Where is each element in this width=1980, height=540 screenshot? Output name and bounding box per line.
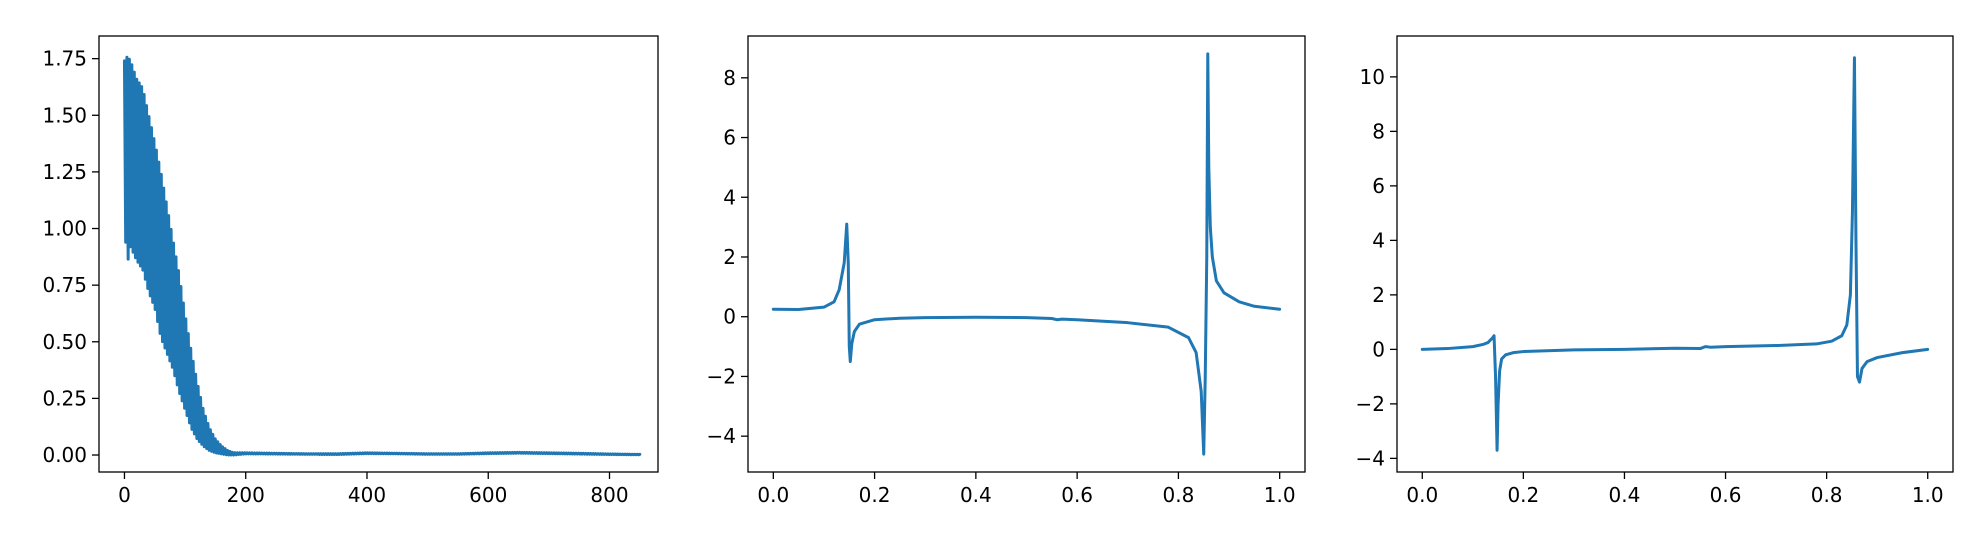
y-tick-label: 0 (1372, 337, 1385, 361)
subplot-2: 0.0 0.2 0.4 0.6 0.8 1.0 −4 −2 0 2 4 6 8 (707, 35, 1306, 507)
axes-frame (747, 35, 1306, 473)
y-tick-label: 0 (723, 305, 736, 329)
y-tick-label: 2 (723, 245, 736, 269)
y-tick-label: 8 (1372, 119, 1385, 143)
x-tick-label: 800 (590, 483, 628, 507)
x-tick-label: 600 (469, 483, 507, 507)
x-tick-label: 400 (348, 483, 386, 507)
y-tick-label: 1.25 (42, 160, 87, 184)
x-tick-label: 1.0 (1264, 483, 1296, 507)
axes-frame (98, 35, 659, 473)
x-tick-label: 0.4 (1609, 483, 1641, 507)
x-tick-label: 0 (118, 483, 131, 507)
y-tick-label: 1.50 (42, 103, 87, 127)
y-tick-label: 4 (1372, 228, 1385, 252)
x-tick-label: 0.0 (757, 483, 789, 507)
series-line (122, 55, 642, 457)
y-tick-label: −4 (707, 424, 736, 448)
y-tick-label: −4 (1356, 446, 1385, 470)
y-tick-label: 0.00 (42, 443, 87, 467)
plot-area (1420, 56, 1930, 452)
subplot-3: 0.0 0.2 0.4 0.6 0.8 1.0 −4 −2 0 2 4 6 8 10 (1356, 35, 1954, 507)
y-tick-label: 10 (1360, 65, 1385, 89)
y-tick-label: 8 (723, 66, 736, 90)
x-tick-label: 0.6 (1710, 483, 1742, 507)
subplot-1: 0 200 400 600 800 0.00 0.25 0.50 0.75 1.00 1.25 1.5… (42, 35, 659, 507)
y-tick-label: 1.00 (42, 217, 87, 241)
y-tick-label: 0.75 (42, 273, 87, 297)
y-tick-label: −2 (1356, 392, 1385, 416)
plot-area (122, 55, 642, 457)
y-tick-label: 6 (1372, 174, 1385, 198)
x-tick-label: 0.2 (859, 483, 891, 507)
x-tick-label: 0.0 (1406, 483, 1438, 507)
y-tick-label: 0.25 (42, 386, 87, 410)
y-tick-label: 4 (723, 185, 736, 209)
plot-area (771, 52, 1282, 456)
y-tick-label: 1.75 (42, 47, 87, 71)
x-tick-label: 0.2 (1507, 483, 1539, 507)
y-tick-label: 0.50 (42, 330, 87, 354)
x-tick-label: 1.0 (1912, 483, 1944, 507)
x-tick-label: 0.8 (1163, 483, 1195, 507)
y-tick-label: 6 (723, 126, 736, 150)
x-tick-label: 200 (227, 483, 265, 507)
x-tick-label: 0.4 (960, 483, 992, 507)
series-line (1420, 56, 1930, 452)
series-line (771, 52, 1282, 456)
x-tick-label: 0.6 (1061, 483, 1093, 507)
y-tick-label: 2 (1372, 283, 1385, 307)
axes-frame (1396, 35, 1954, 473)
x-tick-label: 0.8 (1811, 483, 1843, 507)
y-tick-label: −2 (707, 364, 736, 388)
